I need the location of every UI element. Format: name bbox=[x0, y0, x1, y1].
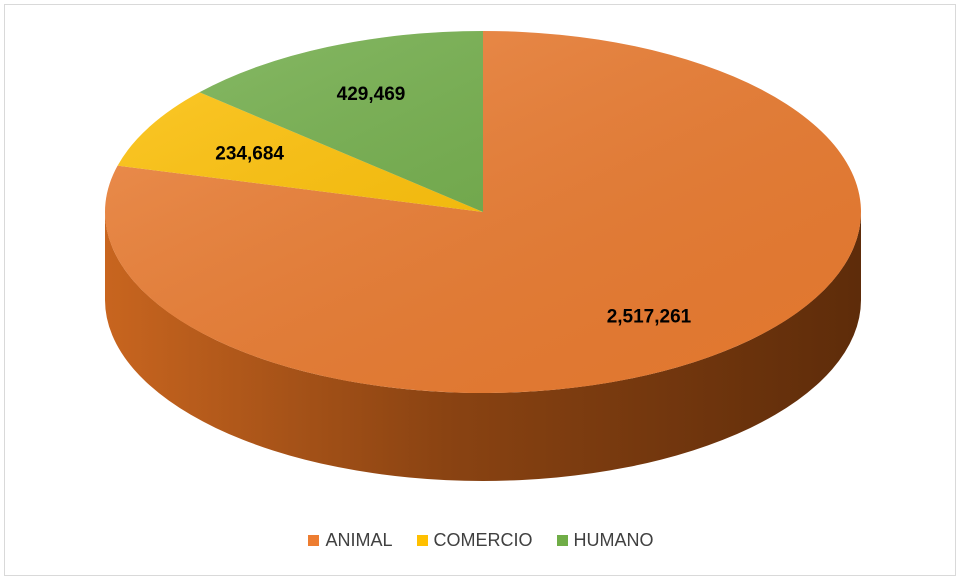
legend-item-humano: HUMANO bbox=[556, 530, 654, 551]
pie-side-animal bbox=[105, 212, 861, 481]
legend-label-animal: ANIMAL bbox=[325, 530, 393, 550]
legend-item-animal: ANIMAL bbox=[308, 530, 393, 551]
pie-data-labels: 2,517,261 234,684 429,469 bbox=[215, 84, 691, 327]
legend-label-humano: HUMANO bbox=[573, 530, 654, 550]
legend-label-comercio: COMERCIO bbox=[433, 530, 533, 550]
legend-swatch-animal bbox=[308, 535, 320, 546]
data-label-comercio: 234,684 bbox=[215, 143, 284, 164]
legend-item-comercio: COMERCIO bbox=[416, 530, 533, 551]
legend-swatch-humano bbox=[556, 535, 568, 546]
pie-side-wall bbox=[105, 212, 861, 481]
legend: ANIMAL COMERCIO HUMANO bbox=[0, 530, 962, 551]
pie-top-highlight bbox=[105, 31, 861, 393]
data-label-animal: 2,517,261 bbox=[607, 306, 692, 327]
legend-swatch-comercio bbox=[416, 535, 428, 546]
data-label-humano: 429,469 bbox=[337, 84, 406, 105]
pie-top-face bbox=[105, 31, 861, 393]
